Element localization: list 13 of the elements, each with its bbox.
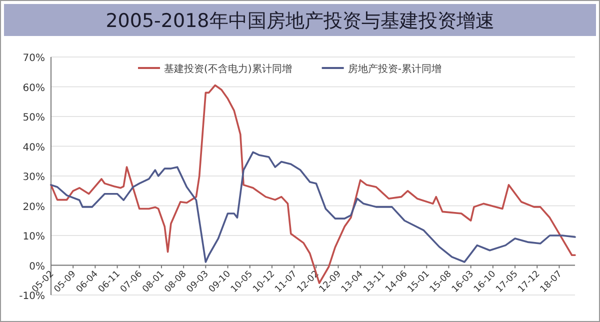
y-tick-label: 40% <box>22 142 45 154</box>
y-tick-label: -10% <box>19 291 45 302</box>
legend-label: 基建投资(不含电力)累计同增 <box>164 63 292 75</box>
y-tick-label: 10% <box>22 232 45 242</box>
y-tick-label: 20% <box>22 202 45 213</box>
y-tick-label: 70% <box>22 53 45 64</box>
y-tick-label: 50% <box>22 112 45 124</box>
chart-title: 2005-2018年中国房地产投资与基建投资增速 <box>106 10 494 32</box>
line-series <box>50 151 576 263</box>
y-tick-label: 60% <box>22 82 45 94</box>
legend-label: 房地产投资-累计同增 <box>348 63 442 75</box>
y-tick-label: 30% <box>22 172 45 183</box>
y-tick-label: 0% <box>29 261 45 272</box>
